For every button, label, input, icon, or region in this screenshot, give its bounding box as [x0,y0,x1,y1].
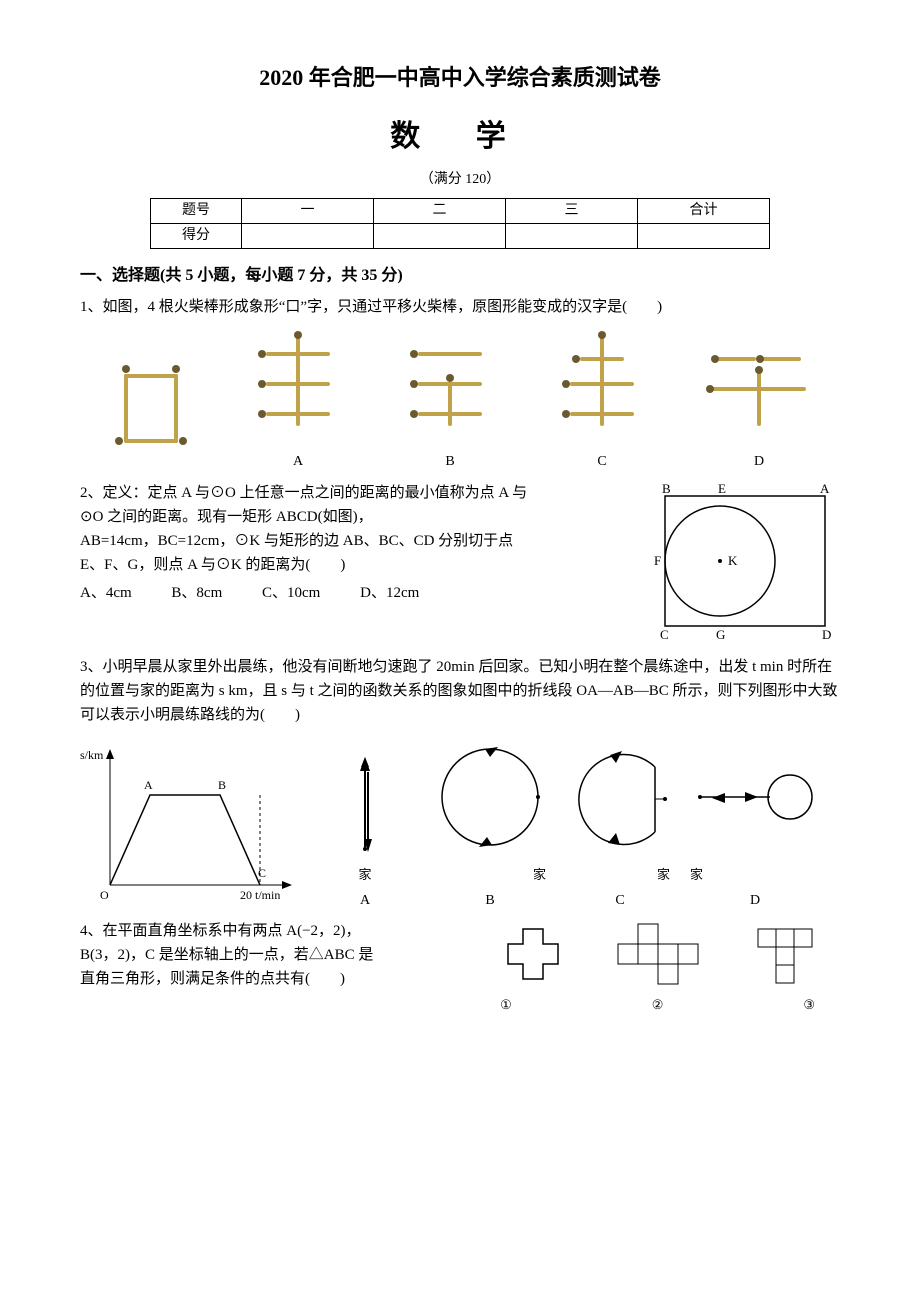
question-3: 3、小明早晨从家里外出晨练，他没有间断地匀速跑了 20min 后回家。已知小明在… [80,655,840,912]
cell: 题号 [151,198,242,223]
q2-options: A、4cm B、8cm C、10cm D、12cm [80,581,650,605]
question-4: 4、在平面直角坐标系中有两点 A(−2，2)， B(3，2)，C 是坐标轴上的一… [80,919,840,1016]
q4-line: 直角三角形，则满足条件的点共有( ) [80,967,475,991]
q1-figures: A B [80,329,840,473]
q1-fig-d: D [704,329,814,473]
svg-text:C: C [660,627,669,641]
q3-opt-b: 家 B [430,737,550,912]
q4-line: 4、在平面直角坐标系中有两点 A(−2，2)， [80,919,475,943]
cell [374,223,506,248]
section-1-heading: 一、选择题(共 5 小题，每小题 7 分，共 35 分) [80,263,840,289]
cell: 得分 [151,223,242,248]
table-row: 题号 一 二 三 合计 [151,198,770,223]
cell: 三 [506,198,638,223]
fig-label: C [552,451,652,473]
q1-text: 1、如图，4 根火柴棒形成象形“口”字，只通过平移火柴棒，原图形能变成的汉字是(… [80,295,840,319]
opt: D、12cm [360,585,419,601]
side-shapes: ① ② ③ [475,919,840,1016]
bottom-numbers: ① ② ③ [475,995,840,1016]
cell [506,223,638,248]
num-3: ③ [803,995,815,1016]
q3-opt-d: 家 D [690,737,820,912]
num-1: ① [500,995,512,1016]
svg-text:B: B [218,778,226,792]
q2-figure: B E A F K C G D [650,481,840,649]
q1-fig-a: A [248,329,348,473]
cell [242,223,374,248]
svg-text:O: O [100,888,109,902]
opt: B、8cm [171,585,222,601]
svg-text:F: F [654,553,661,568]
unfold-icon [613,919,703,989]
subject-label: 数 学 [80,113,840,161]
q2-line: E、F、G，则点 A 与⊙K 的距离为( ) [80,553,650,577]
q2-line: 2、定义：定点 A 与⊙O 上任意一点之间的距离的最小值称为点 A 与 [80,481,650,505]
q4-text-block: 4、在平面直角坐标系中有两点 A(−2，2)， B(3，2)，C 是坐标轴上的一… [80,919,475,991]
svg-text:E: E [718,481,726,496]
full-score-label: （满分 120） [80,169,840,191]
fig-label: A [248,451,348,473]
fig-label: B [400,451,500,473]
q1-fig-original [106,351,196,473]
question-2: 2、定义：定点 A 与⊙O 上任意一点之间的距离的最小值称为点 A 与 ⊙O 之… [80,481,840,649]
q3-opt-c: 家 C [570,737,670,912]
t-icon [748,919,818,989]
score-table: 题号 一 二 三 合计 得分 [150,198,770,250]
fig-label: D [704,451,814,473]
svg-text:A: A [144,778,153,792]
q1-fig-b: B [400,329,500,473]
opt: A、4cm [80,585,132,601]
num-2: ② [652,995,664,1016]
svg-text:B: B [662,481,671,496]
exam-title: 2020 年合肥一中高中入学综合素质测试卷 [80,60,840,95]
q3-opt-a: 家 A [320,737,410,912]
svg-text:20 t/min: 20 t/min [240,888,280,902]
svg-text:s/km: s/km [80,748,104,762]
svg-text:G: G [716,627,725,641]
q1-fig-c: C [552,329,652,473]
question-1: 1、如图，4 根火柴棒形成象形“口”字，只通过平移火柴棒，原图形能变成的汉字是(… [80,295,840,473]
q2-line: AB=14cm，BC=12cm，⊙K 与矩形的边 AB、BC、CD 分别切于点 [80,529,650,553]
svg-text:K: K [728,553,738,568]
svg-text:C: C [258,866,266,880]
q2-line: ⊙O 之间的距离。现有一矩形 ABCD(如图)， [80,505,650,529]
q3-text: 3、小明早晨从家里外出晨练，他没有间断地匀速跑了 20min 后回家。已知小明在… [80,655,840,727]
q2-text-block: 2、定义：定点 A 与⊙O 上任意一点之间的距离的最小值称为点 A 与 ⊙O 之… [80,481,650,605]
cell: 一 [242,198,374,223]
cell: 二 [374,198,506,223]
opt: C、10cm [262,585,320,601]
svg-text:A: A [820,481,830,496]
cell [638,223,770,248]
q3-graph: s/km A B C O 20 t/min [80,745,300,905]
cross-icon [498,919,568,989]
q4-line: B(3，2)，C 是坐标轴上的一点，若△ABC 是 [80,943,475,967]
cell: 合计 [638,198,770,223]
q3-figures: s/km A B C O 20 t/min 家 A [80,737,840,912]
svg-text:D: D [822,627,831,641]
table-row: 得分 [151,223,770,248]
